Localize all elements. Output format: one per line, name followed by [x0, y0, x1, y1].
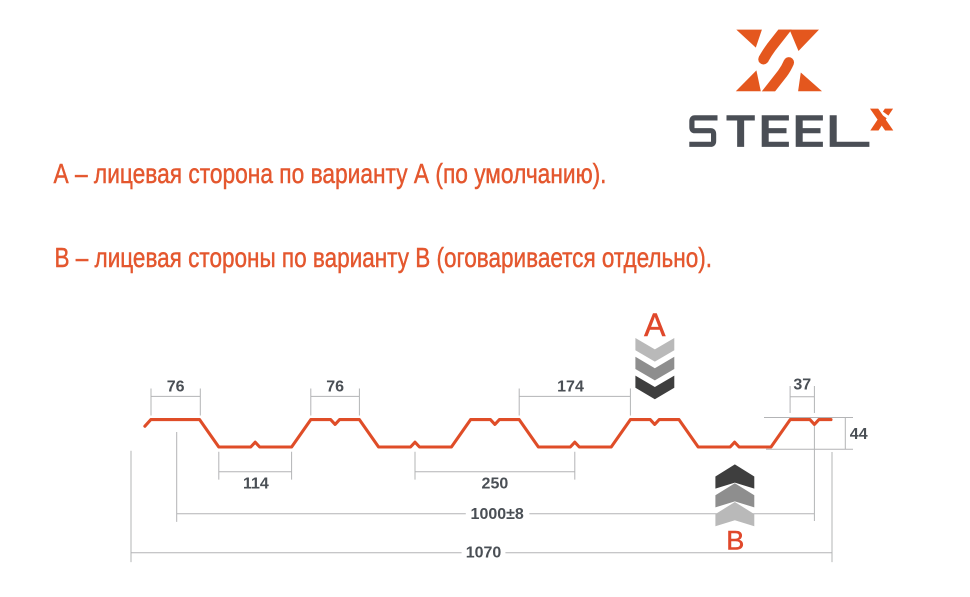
- svg-text:B: B: [726, 526, 744, 556]
- svg-text:37: 37: [793, 377, 811, 394]
- svg-text:174: 174: [557, 379, 584, 396]
- svg-text:1000±8: 1000±8: [471, 506, 524, 523]
- svg-text:1070: 1070: [466, 545, 502, 562]
- svg-text:250: 250: [482, 475, 509, 492]
- svg-text:А – лицевая сторона по вариант: А – лицевая сторона по варианту А (по ум…: [54, 158, 607, 189]
- svg-text:114: 114: [243, 475, 269, 492]
- svg-text:76: 76: [167, 379, 185, 396]
- svg-text:В – лицевая стороны по вариант: В – лицевая стороны по варианту В (огова…: [55, 242, 713, 273]
- svg-text:A: A: [644, 307, 666, 343]
- svg-text:44: 44: [850, 426, 868, 443]
- svg-text:76: 76: [326, 379, 344, 396]
